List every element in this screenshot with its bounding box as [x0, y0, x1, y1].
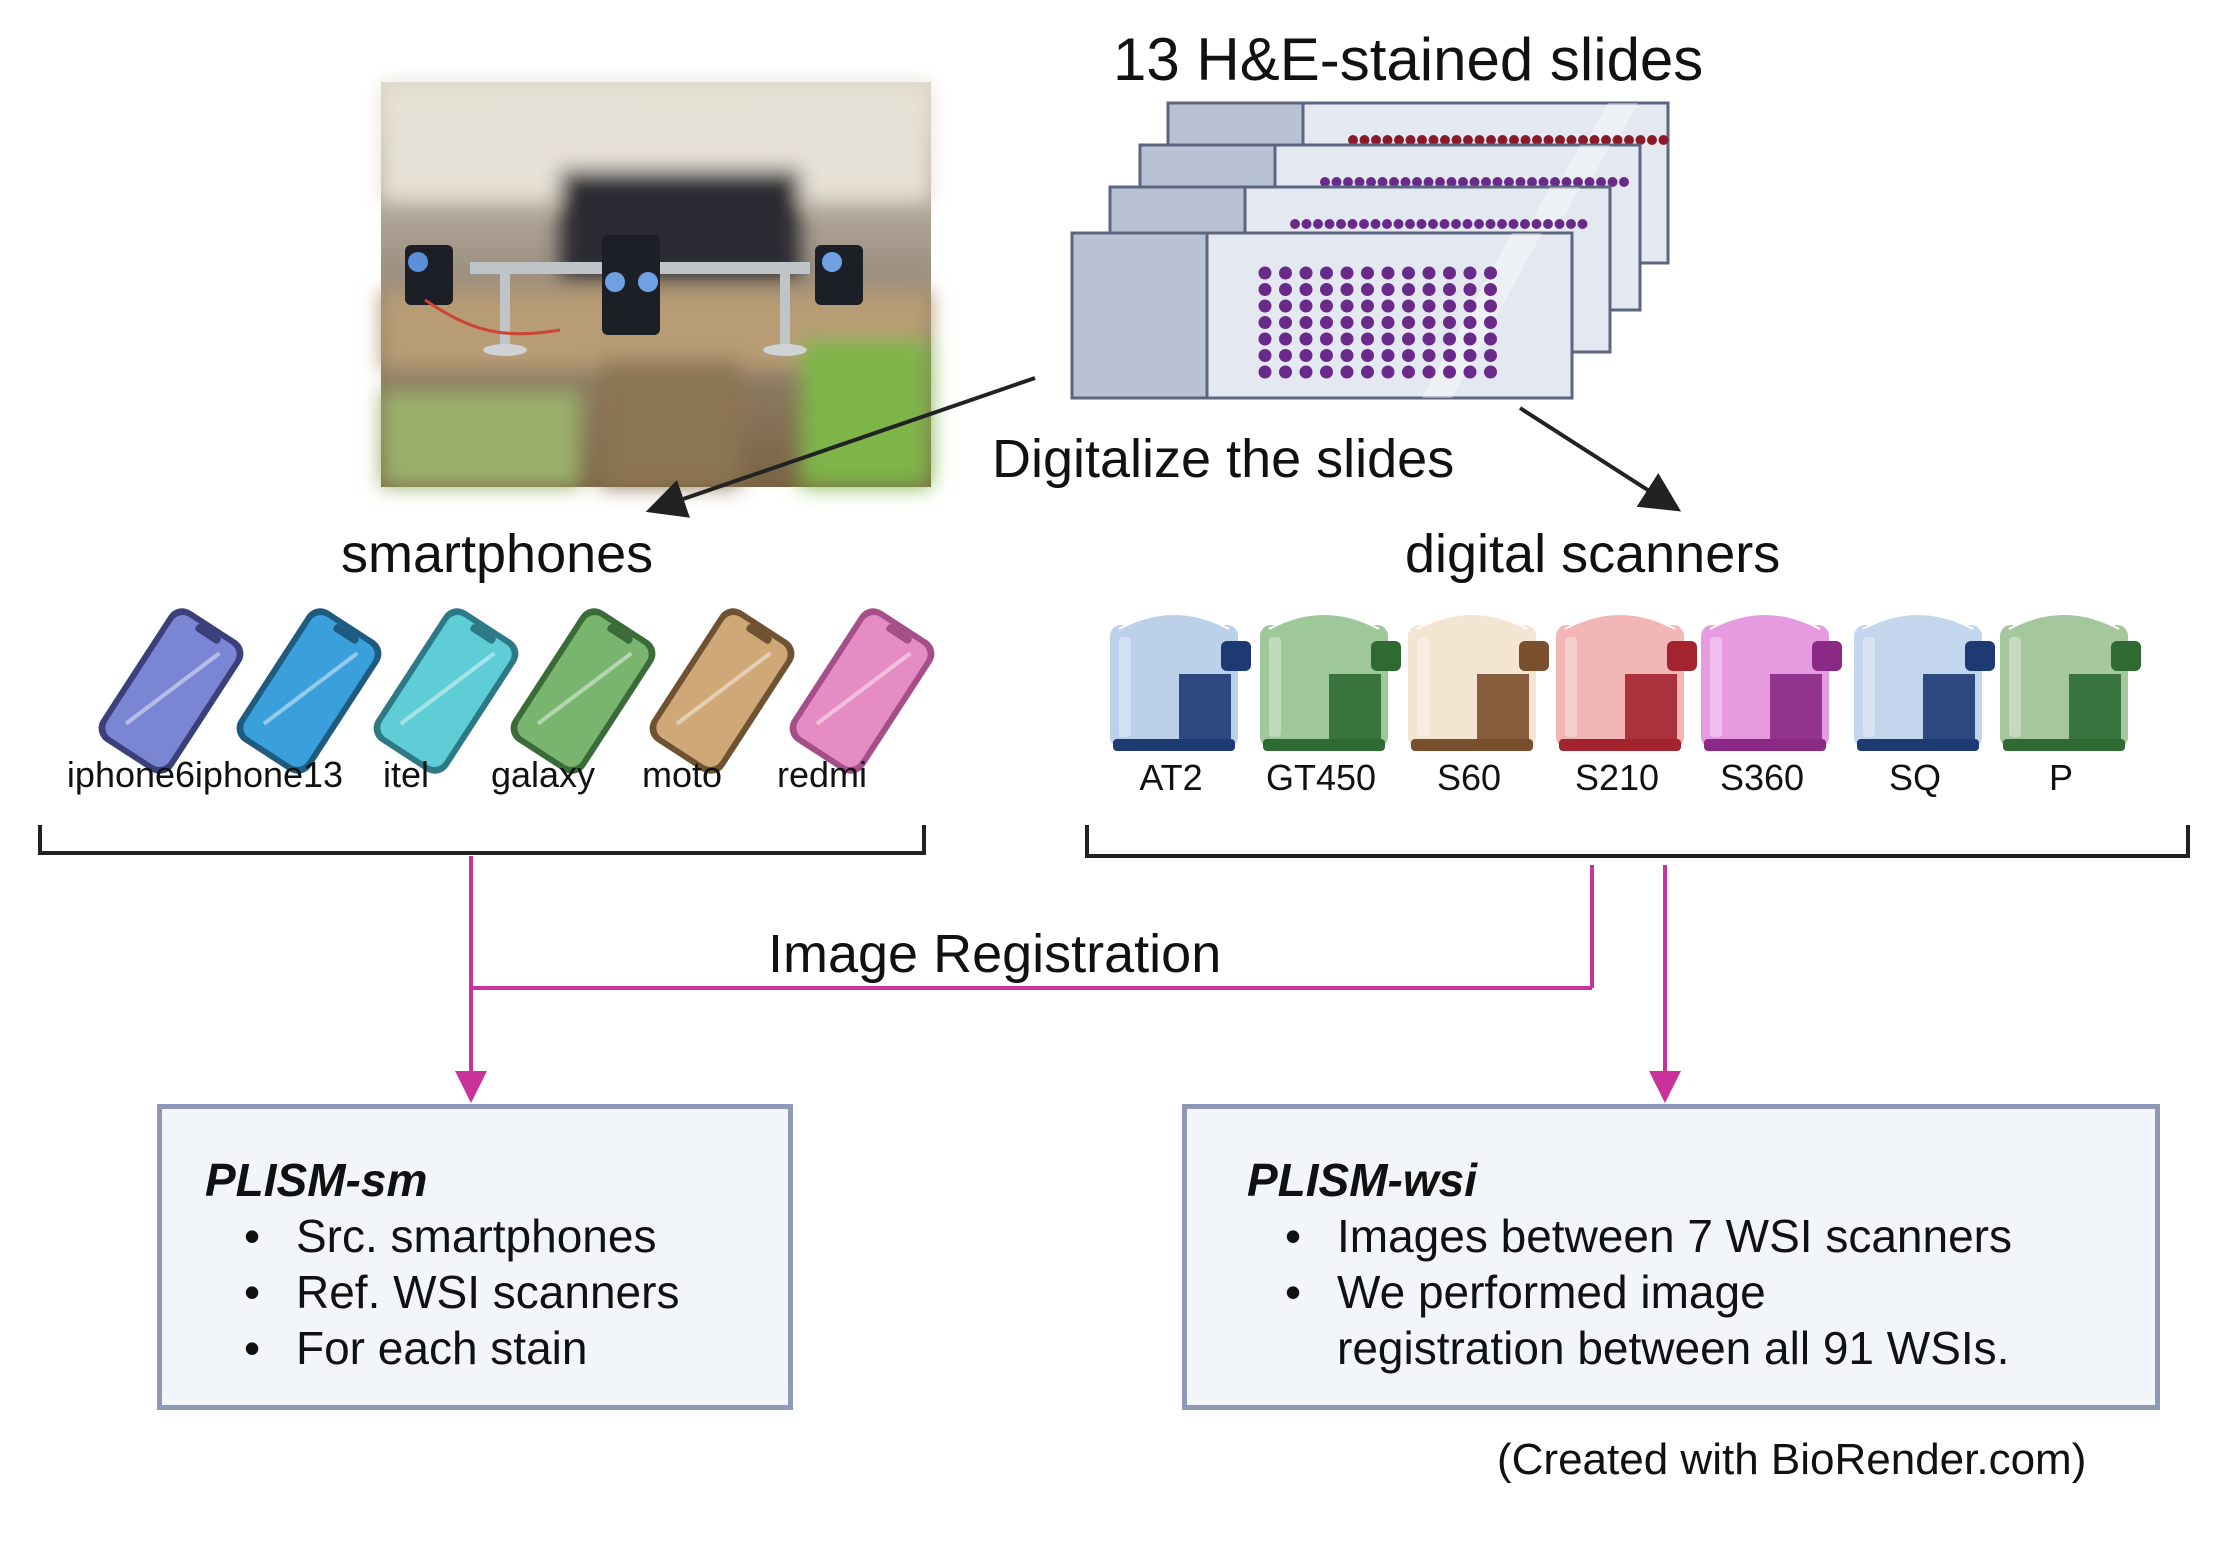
scanner-icon-P: [1998, 613, 2141, 751]
list-item: Ref. WSI scanners: [244, 1264, 680, 1320]
list-item-continuation: registration between all 91 WSIs.: [1337, 1322, 2010, 1374]
smartphone-label: galaxy: [490, 754, 596, 795]
smartphone-icon-iphone13: [236, 608, 382, 774]
scanner-label: SQ: [1888, 757, 1941, 798]
scanners-heading: digital scanners: [1405, 524, 1781, 584]
smartphones-heading: smartphones: [341, 524, 654, 584]
plism-wsi-bullets: Images between 7 WSI scanners We perform…: [1251, 1208, 2012, 1376]
scanner-icon-GT450: [1258, 613, 1401, 751]
plism-wsi-title: PLISM-wsi: [1247, 1154, 1478, 1206]
arrow-to-smartphones: [645, 376, 1036, 518]
smartphone-label: iphone6: [66, 754, 196, 795]
list-item: For each stain: [244, 1320, 679, 1376]
smartphone-icon-itel: [373, 608, 519, 774]
scanner-icon-S210: [1554, 613, 1697, 751]
digitalize-label: Digitalize the slides: [992, 429, 1455, 489]
lab-setup-photo: [381, 82, 931, 487]
list-item: Images between 7 WSI scanners: [1285, 1208, 2012, 1264]
smartphone-icon-redmi: [789, 608, 935, 774]
scanner-label: GT450: [1265, 757, 1377, 798]
scanner-icon-S60: [1406, 613, 1549, 751]
list-item: We performed image: [1285, 1264, 2012, 1320]
scanner-label: P: [2048, 757, 2073, 798]
smartphone-label: itel: [382, 754, 430, 795]
scanner-icons: [1108, 613, 2141, 751]
scanner-label: S60: [1436, 757, 1502, 798]
scanner-icon-SQ: [1852, 613, 1995, 751]
scanner-icon-AT2: [1108, 613, 1251, 751]
smartphone-label: redmi: [776, 754, 868, 795]
plism-sm-bullets: Src. smartphones Ref. WSI scanners For e…: [210, 1208, 680, 1376]
credit-text: (Created with BioRender.com): [1497, 1435, 2087, 1484]
smartphone-label: iphone13: [194, 754, 344, 795]
scanner-label: S210: [1574, 757, 1660, 798]
smartphone-icon-moto: [649, 608, 795, 774]
list-item: Src. smartphones: [244, 1208, 679, 1264]
plism-wsi-box: PLISM-wsi Images between 7 WSI scanners …: [1182, 1104, 2160, 1410]
slide-stack: [1070, 101, 1670, 400]
plism-sm-title: PLISM-sm: [205, 1154, 428, 1206]
image-registration-label: Image Registration: [768, 924, 1222, 984]
scanner-label: AT2: [1139, 757, 1203, 798]
smartphone-label: moto: [641, 754, 723, 795]
slides-title: 13 H&E-stained slides: [1113, 26, 1704, 93]
scanner-label: S360: [1719, 757, 1805, 798]
smartphone-icon-iphone6: [98, 608, 244, 774]
plism-sm-box: PLISM-sm Src. smartphones Ref. WSI scann…: [157, 1104, 793, 1410]
smartphones-bracket: [38, 825, 926, 855]
registration-connectors: [455, 856, 1681, 1103]
scanner-icon-S360: [1699, 613, 1842, 751]
smartphone-icons: [98, 608, 935, 774]
slide-4: [1070, 231, 1574, 400]
scanners-bracket: [1085, 825, 2190, 858]
smartphone-icon-galaxy: [510, 608, 656, 774]
arrow-to-scanners: [1518, 406, 1682, 512]
